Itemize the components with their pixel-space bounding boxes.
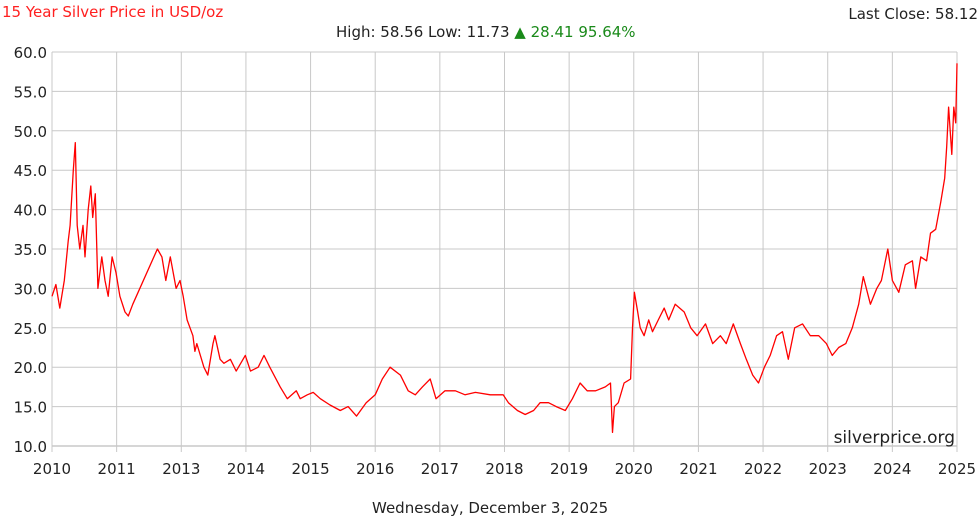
chart-date: Wednesday, December 3, 2025: [372, 499, 609, 517]
y-tick-label: 50.0: [14, 123, 47, 141]
y-tick-label: 30.0: [14, 280, 47, 298]
x-tick-label: 2019: [550, 460, 588, 478]
y-tick-label: 10.0: [14, 438, 47, 456]
y-tick-label: 40.0: [14, 202, 47, 220]
y-tick-label: 25.0: [14, 320, 47, 338]
last-close: Last Close: 58.12: [848, 5, 978, 23]
x-tick-label: 2017: [421, 460, 459, 478]
x-tick-label: 2020: [615, 460, 653, 478]
x-tick-label: 2013: [162, 460, 200, 478]
y-tick-label: 55.0: [14, 83, 47, 101]
y-tick-label: 60.0: [14, 44, 47, 62]
price-line: [51, 63, 958, 434]
y-tick-label: 15.0: [14, 399, 47, 417]
y-tick-label: 45.0: [14, 162, 47, 180]
watermark: silverprice.org: [834, 428, 955, 448]
y-tick-label: 20.0: [14, 359, 47, 377]
x-tick-label: 2010: [33, 460, 71, 478]
chart-title: 15 Year Silver Price in USD/oz: [2, 3, 224, 21]
x-tick-label: 2022: [744, 460, 782, 478]
x-tick-label: 2014: [227, 460, 265, 478]
low-value: Low: 11.73: [428, 23, 510, 41]
change-percent: 95.64%: [578, 23, 636, 41]
x-tick-label: 2018: [485, 460, 523, 478]
x-tick-label: 2025: [938, 460, 976, 478]
x-tick-label: 2016: [356, 460, 394, 478]
x-tick-label: 2023: [809, 460, 847, 478]
change-value: 28.41: [530, 23, 574, 41]
x-tick-label: 2011: [98, 460, 136, 478]
y-tick-label: 35.0: [14, 241, 47, 259]
change-up-arrow-icon: ▲: [514, 23, 526, 41]
x-tick-label: 2015: [291, 460, 329, 478]
x-tick-label: 2021: [679, 460, 717, 478]
high-value: High: 58.56: [336, 23, 424, 41]
price-stats: High: 58.56 Low: 11.73 ▲ 28.41 95.64%: [336, 23, 636, 41]
x-tick-label: 2024: [873, 460, 911, 478]
